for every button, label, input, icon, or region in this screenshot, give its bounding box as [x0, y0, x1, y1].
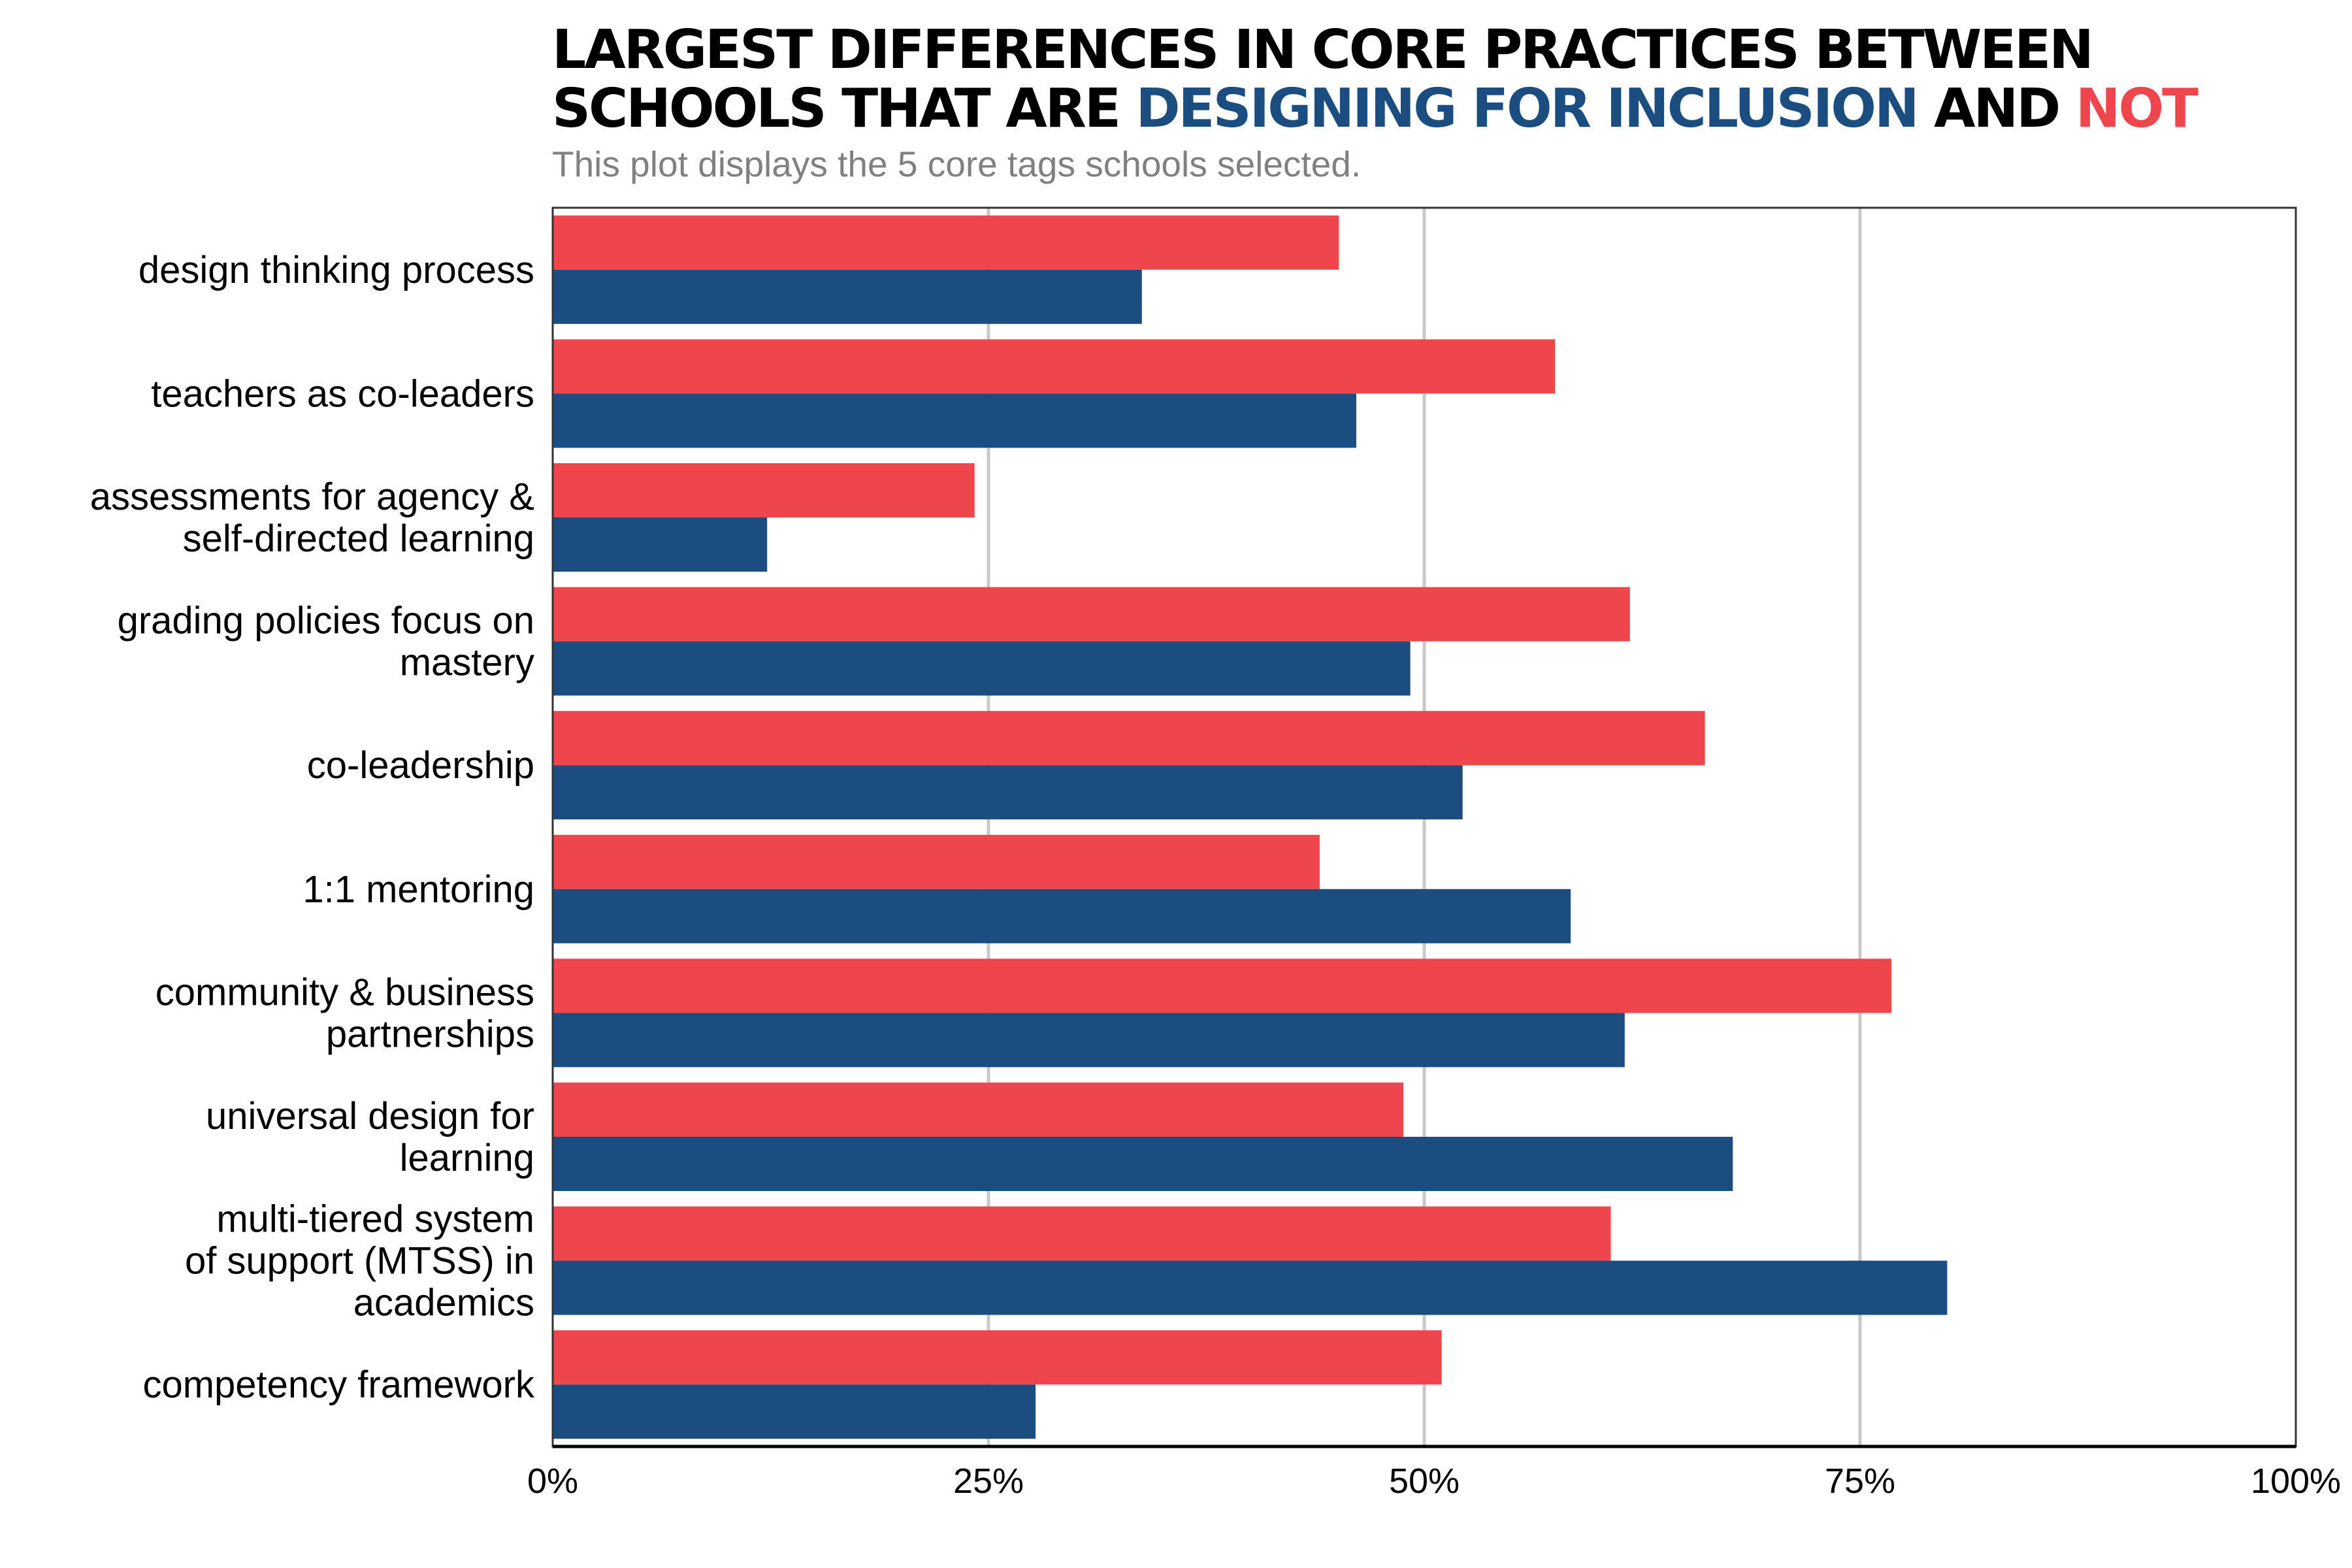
- category-label: academics: [353, 1282, 534, 1324]
- category-label: assessments for agency &: [90, 476, 534, 518]
- category-label: community & business: [155, 971, 534, 1013]
- bar-inclusion: [553, 1013, 1625, 1068]
- category-label: co-leadership: [307, 744, 534, 787]
- category-label: multi-tiered system: [216, 1198, 534, 1241]
- chart-subtitle: This plot displays the 5 core tags schoo…: [552, 144, 1361, 184]
- category-label: teachers as co-leaders: [151, 372, 534, 415]
- category-label: competency framework: [142, 1364, 535, 1406]
- category-label: 1:1 mentoring: [302, 868, 534, 911]
- title-highlight-not: NOT: [2076, 78, 2198, 140]
- x-tick-labels: 0% 25% 50% 75% 100%: [527, 1462, 2341, 1501]
- x-tick-label: 0%: [527, 1462, 578, 1501]
- x-tick-label: 25%: [953, 1462, 1024, 1501]
- category-label: partnerships: [326, 1013, 534, 1055]
- category-label: mastery: [400, 642, 534, 684]
- bar-not: [553, 834, 1320, 889]
- x-tick-label: 50%: [1389, 1462, 1460, 1501]
- category-label: universal design for: [206, 1095, 534, 1137]
- bar-not: [553, 587, 1630, 642]
- x-tick-label: 100%: [2251, 1462, 2341, 1501]
- bar-not: [553, 463, 975, 517]
- bar-inclusion: [553, 765, 1463, 820]
- bar-not: [553, 215, 1339, 270]
- x-tick-label: 75%: [1825, 1462, 1895, 1501]
- bar-not: [553, 958, 1892, 1013]
- title-highlight-inclusion: DESIGNING FOR INCLUSION: [1135, 78, 1917, 140]
- bar-not: [553, 339, 1556, 394]
- title-and: AND: [1918, 78, 2076, 140]
- bar-inclusion: [553, 1137, 1733, 1191]
- bar-not: [553, 1330, 1442, 1385]
- bar-inclusion: [553, 517, 768, 572]
- bar-inclusion: [553, 393, 1356, 448]
- category-label: self-directed learning: [183, 517, 534, 560]
- bar-inclusion: [553, 641, 1411, 696]
- category-label: grading policies focus on: [118, 600, 534, 642]
- bar-inclusion: [553, 269, 1142, 324]
- category-label: of support (MTSS) in: [185, 1240, 534, 1282]
- chart-title-line2: SCHOOLS THAT ARE DESIGNING FOR INCLUSION…: [552, 78, 2198, 140]
- chart-title-line1: LARGEST DIFFERENCES IN CORE PRACTICES BE…: [552, 19, 2092, 81]
- category-label: learning: [400, 1137, 534, 1179]
- bars: [553, 215, 1948, 1439]
- bar-inclusion: [553, 1260, 1948, 1315]
- category-label: design thinking process: [139, 249, 534, 291]
- category-labels: design thinking process teachers as co-le…: [90, 249, 535, 1406]
- bar-not: [553, 1206, 1611, 1261]
- bar-inclusion: [553, 1384, 1036, 1439]
- bar-not: [553, 711, 1705, 766]
- chart-title-line2-prefix: SCHOOLS THAT ARE: [552, 78, 1135, 140]
- bar-not: [553, 1083, 1403, 1137]
- bar-inclusion: [553, 889, 1571, 943]
